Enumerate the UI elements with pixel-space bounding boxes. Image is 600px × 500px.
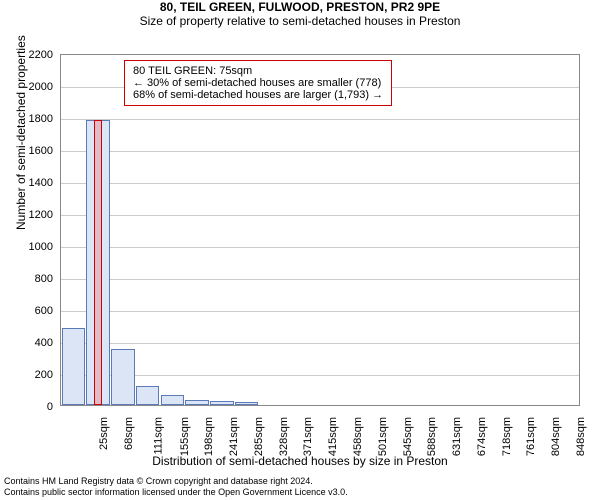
xtick-label: 285sqm <box>253 417 265 456</box>
xtick-label: 588sqm <box>426 417 438 456</box>
ytick-label: 1400 <box>29 177 53 189</box>
plot-area: 0200400600800100012001400160018002000220… <box>60 54 580 406</box>
gridline <box>61 375 579 376</box>
xtick-label: 848sqm <box>575 417 587 456</box>
gridline <box>61 247 579 248</box>
xtick-label: 458sqm <box>352 417 364 456</box>
ytick-label: 600 <box>35 305 53 317</box>
xtick-label: 155sqm <box>179 417 191 456</box>
gridline <box>61 215 579 216</box>
gridline <box>61 151 579 152</box>
xtick-label: 371sqm <box>303 417 315 456</box>
xtick-label: 68sqm <box>123 417 135 450</box>
annotation-line-1: 80 TEIL GREEN: 75sqm <box>133 65 383 77</box>
xtick-label: 631sqm <box>451 417 463 456</box>
ytick-label: 2200 <box>29 49 53 61</box>
xtick-label: 111sqm <box>152 417 164 455</box>
y-axis-label: Number of semi-detached properties <box>14 35 28 230</box>
xtick-label: 545sqm <box>402 417 414 456</box>
xtick-label: 761sqm <box>525 417 537 456</box>
gridline <box>61 183 579 184</box>
histogram-bar <box>62 328 86 405</box>
histogram-bar <box>136 386 160 405</box>
histogram-bar <box>210 401 234 405</box>
ytick-label: 1600 <box>29 145 53 157</box>
xtick-label: 328sqm <box>278 417 290 456</box>
chart-subtitle: Size of property relative to semi-detach… <box>0 14 600 28</box>
x-axis-label: Distribution of semi-detached houses by … <box>0 454 600 468</box>
ytick-label: 0 <box>47 401 53 413</box>
histogram-bar <box>161 395 185 405</box>
ytick-label: 200 <box>35 369 53 381</box>
xtick-label: 25sqm <box>98 417 110 450</box>
chart-area: 0200400600800100012001400160018002000220… <box>60 54 580 406</box>
footer: Contains HM Land Registry data © Crown c… <box>4 476 348 498</box>
ytick-label: 1000 <box>29 241 53 253</box>
annotation-box: 80 TEIL GREEN: 75sqm ← 30% of semi-detac… <box>124 60 392 106</box>
footer-line-1: Contains HM Land Registry data © Crown c… <box>4 476 348 487</box>
gridline <box>61 311 579 312</box>
histogram-bar <box>111 349 135 405</box>
ytick-label: 1800 <box>29 113 53 125</box>
ytick-label: 1200 <box>29 209 53 221</box>
xtick-label: 198sqm <box>204 417 216 456</box>
histogram-bar <box>235 402 259 405</box>
xtick-label: 718sqm <box>501 417 513 456</box>
gridline <box>61 279 579 280</box>
ytick-label: 2000 <box>29 81 53 93</box>
gridline <box>61 119 579 120</box>
annotation-line-2: ← 30% of semi-detached houses are smalle… <box>133 77 383 89</box>
chart-title: 80, TEIL GREEN, FULWOOD, PRESTON, PR2 9P… <box>0 0 600 14</box>
annotation-line-3: 68% of semi-detached houses are larger (… <box>133 89 383 101</box>
footer-line-2: Contains public sector information licen… <box>4 487 348 498</box>
xtick-label: 241sqm <box>228 417 240 456</box>
histogram-bar <box>185 400 209 405</box>
highlight-bar <box>94 120 103 405</box>
xtick-label: 415sqm <box>327 417 339 456</box>
xtick-label: 804sqm <box>550 417 562 456</box>
ytick-label: 800 <box>35 273 53 285</box>
ytick-label: 400 <box>35 337 53 349</box>
xtick-label: 674sqm <box>476 417 488 456</box>
xtick-label: 501sqm <box>377 417 389 456</box>
gridline <box>61 343 579 344</box>
